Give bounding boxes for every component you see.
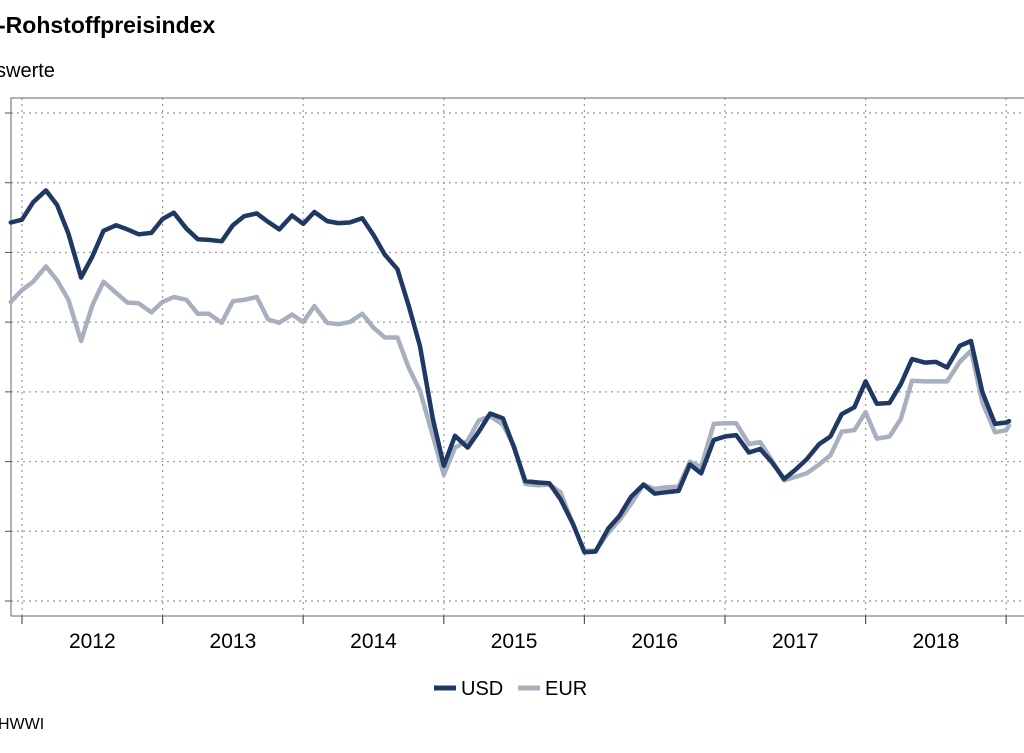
series-lines — [8, 188, 1012, 555]
x-tick-label: 2016 — [631, 630, 678, 653]
chart-subtitle: swerte — [0, 60, 55, 82]
x-tick-label: 2017 — [772, 630, 819, 653]
series-line-usd — [8, 188, 1012, 555]
legend: USD EUR — [434, 678, 587, 700]
x-axis-labels: 20122013201420152016201720182 — [69, 630, 960, 653]
x-tick-label: 2018 — [913, 630, 960, 653]
x-axis-ticks — [21, 616, 1007, 624]
x-tick-label: 2012 — [69, 630, 116, 653]
plot-frame — [10, 97, 1024, 617]
y-axis-ticks — [5, 112, 11, 602]
series-line-eur — [8, 264, 1012, 554]
x-tick-label: 2015 — [491, 630, 538, 653]
legend-label-usd: USD — [461, 678, 503, 700]
x-tick-label: 2014 — [350, 630, 397, 653]
x-tick-label: 2013 — [210, 630, 257, 653]
legend-label-eur: EUR — [545, 678, 587, 700]
source-note: HWWI — [0, 716, 45, 733]
grid-lines — [11, 98, 1024, 616]
chart-title: -Rohstoffpreisindex — [0, 12, 216, 38]
